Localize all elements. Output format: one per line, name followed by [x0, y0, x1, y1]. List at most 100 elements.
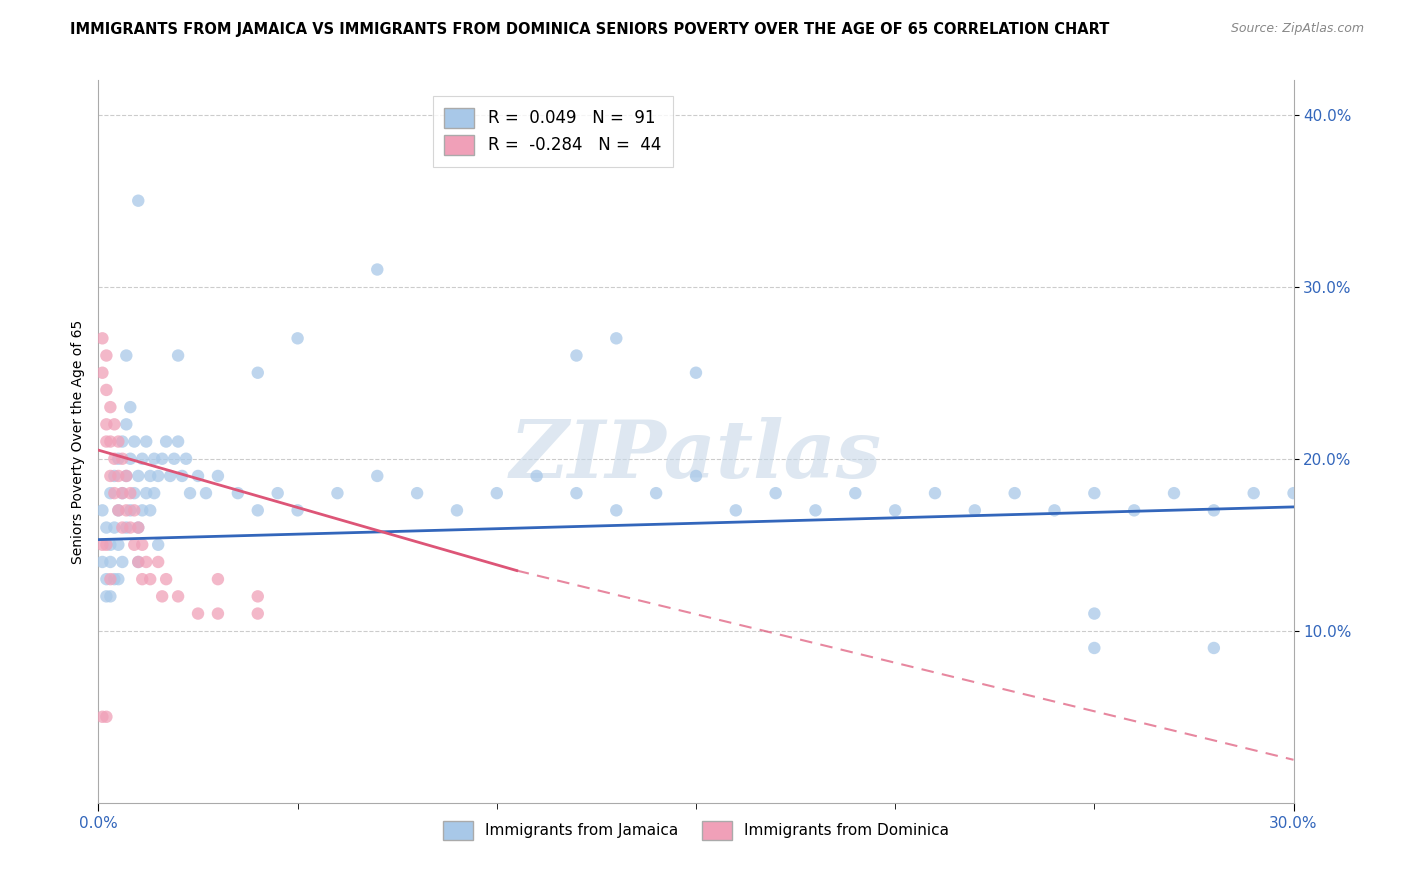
Point [143, 486, 166, 500]
Point [96, 349, 118, 363]
Point [107, 451, 129, 466]
Point [98, 590, 122, 604]
Point [287, 331, 309, 345]
Point [127, 194, 149, 208]
Point [246, 607, 269, 621]
Point [139, 572, 162, 586]
Point [485, 486, 508, 500]
Text: ZIPatlas: ZIPatlas [510, 417, 882, 495]
Point [120, 400, 142, 414]
Point [963, 503, 986, 517]
Point [91, 555, 114, 569]
Point [1004, 486, 1026, 500]
Point [174, 451, 197, 466]
Point [103, 417, 125, 432]
Point [111, 486, 134, 500]
Point [98, 555, 122, 569]
Point [96, 590, 118, 604]
Point [98, 434, 122, 449]
Point [107, 503, 129, 517]
Point [167, 590, 190, 604]
Point [111, 520, 134, 534]
Point [150, 590, 173, 604]
Point [135, 434, 157, 449]
Point [226, 486, 249, 500]
Point [246, 366, 269, 380]
Point [159, 469, 181, 483]
Point [148, 469, 170, 483]
Point [115, 349, 138, 363]
Point [924, 486, 946, 500]
Point [124, 538, 146, 552]
Point [115, 520, 138, 534]
Point [98, 538, 122, 552]
Point [366, 469, 388, 483]
Point [98, 486, 122, 500]
Point [91, 710, 114, 724]
Point [155, 572, 177, 586]
Point [107, 572, 129, 586]
Point [91, 331, 114, 345]
Point [143, 451, 166, 466]
Point [685, 366, 707, 380]
Point [1243, 486, 1265, 500]
Point [605, 331, 627, 345]
Point [605, 503, 627, 517]
Point [195, 486, 218, 500]
Point [91, 366, 114, 380]
Point [179, 486, 201, 500]
Point [115, 417, 138, 432]
Point [96, 710, 118, 724]
Point [844, 486, 866, 500]
Point [127, 555, 149, 569]
Point [135, 486, 157, 500]
Point [207, 572, 229, 586]
Point [131, 503, 153, 517]
Point [267, 486, 290, 500]
Point [107, 538, 129, 552]
Point [287, 503, 309, 517]
Point [120, 451, 142, 466]
Point [96, 520, 118, 534]
Point [111, 451, 134, 466]
Point [1123, 503, 1146, 517]
Point [1163, 486, 1185, 500]
Point [131, 572, 153, 586]
Point [155, 434, 177, 449]
Point [246, 590, 269, 604]
Point [91, 538, 114, 552]
Point [645, 486, 668, 500]
Point [1282, 486, 1305, 500]
Point [1202, 503, 1225, 517]
Point [765, 486, 787, 500]
Point [96, 417, 118, 432]
Point [127, 555, 149, 569]
Point [804, 503, 827, 517]
Point [326, 486, 349, 500]
Point [131, 451, 153, 466]
Point [884, 503, 907, 517]
Point [111, 434, 134, 449]
Point [139, 503, 162, 517]
Point [103, 451, 125, 466]
Point [446, 503, 468, 517]
Point [103, 520, 125, 534]
Point [406, 486, 429, 500]
Text: IMMIGRANTS FROM JAMAICA VS IMMIGRANTS FROM DOMINICA SENIORS POVERTY OVER THE AGE: IMMIGRANTS FROM JAMAICA VS IMMIGRANTS FR… [70, 22, 1109, 37]
Point [124, 486, 146, 500]
Point [127, 469, 149, 483]
Point [163, 451, 186, 466]
Point [167, 349, 190, 363]
Point [148, 555, 170, 569]
Point [1083, 640, 1105, 655]
Point [115, 503, 138, 517]
Point [150, 451, 173, 466]
Point [685, 469, 707, 483]
Point [124, 503, 146, 517]
Point [115, 469, 138, 483]
Point [1083, 607, 1105, 621]
Point [187, 607, 209, 621]
Legend: Immigrants from Jamaica, Immigrants from Dominica: Immigrants from Jamaica, Immigrants from… [436, 815, 956, 846]
Point [96, 383, 118, 397]
Point [139, 469, 162, 483]
